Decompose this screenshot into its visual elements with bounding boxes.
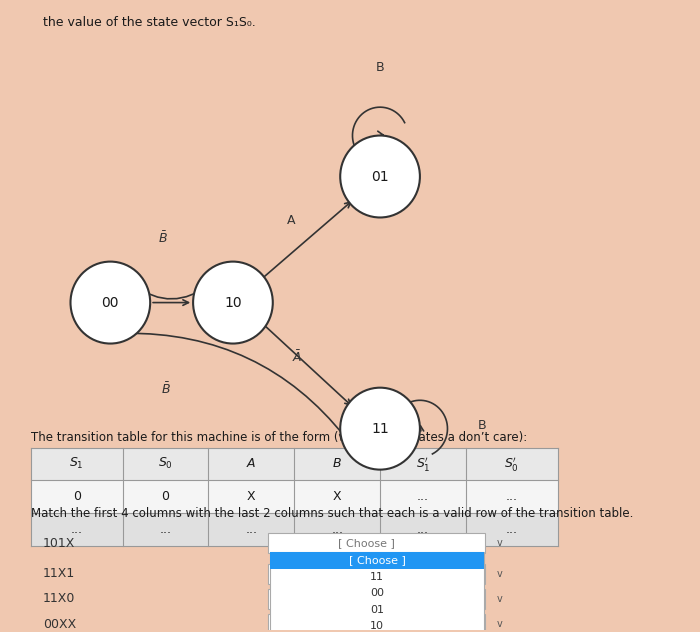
Text: 0: 0 bbox=[162, 490, 169, 503]
Text: v: v bbox=[497, 594, 503, 604]
Text: ...: ... bbox=[417, 490, 429, 503]
Text: [ Choose ]: [ Choose ] bbox=[349, 556, 405, 566]
Text: 10: 10 bbox=[370, 621, 384, 631]
Text: 11X0: 11X0 bbox=[43, 592, 76, 605]
Text: 10: 10 bbox=[224, 296, 241, 310]
Text: v: v bbox=[497, 569, 503, 579]
Text: the value of the state vector S₁S₀.: the value of the state vector S₁S₀. bbox=[43, 16, 255, 29]
Circle shape bbox=[340, 135, 420, 217]
Text: ...: ... bbox=[506, 490, 518, 503]
Text: v: v bbox=[497, 538, 503, 549]
FancyBboxPatch shape bbox=[31, 480, 558, 513]
Text: The transition table for this machine is of the form (where X indicates a don’t : The transition table for this machine is… bbox=[31, 432, 527, 444]
Text: 11: 11 bbox=[370, 572, 384, 582]
Text: 00: 00 bbox=[370, 588, 384, 598]
FancyBboxPatch shape bbox=[269, 614, 486, 632]
Text: [ Choose ]: [ Choose ] bbox=[338, 538, 395, 549]
Text: 00: 00 bbox=[102, 296, 119, 310]
Text: ...: ... bbox=[506, 523, 518, 536]
Text: [ Choose ]: [ Choose ] bbox=[338, 619, 395, 629]
FancyBboxPatch shape bbox=[270, 552, 484, 632]
Text: B: B bbox=[478, 418, 486, 432]
FancyBboxPatch shape bbox=[31, 447, 558, 480]
Text: $S_0$: $S_0$ bbox=[158, 456, 173, 471]
Text: ...: ... bbox=[417, 523, 429, 536]
Text: [ Choose ]: [ Choose ] bbox=[338, 569, 395, 579]
Text: 11X1: 11X1 bbox=[43, 567, 75, 580]
Text: $A$: $A$ bbox=[246, 458, 256, 470]
FancyBboxPatch shape bbox=[269, 589, 486, 609]
FancyBboxPatch shape bbox=[269, 533, 486, 554]
Circle shape bbox=[71, 262, 150, 344]
Text: X: X bbox=[247, 490, 256, 503]
Text: $S_0'$: $S_0'$ bbox=[505, 455, 519, 473]
Text: 01: 01 bbox=[371, 169, 389, 183]
Text: v: v bbox=[497, 619, 503, 629]
Text: 0: 0 bbox=[73, 490, 80, 503]
Circle shape bbox=[340, 387, 420, 470]
Text: B: B bbox=[376, 61, 384, 73]
Text: $S_1$: $S_1$ bbox=[69, 456, 84, 471]
Text: [ Choose ]: [ Choose ] bbox=[338, 594, 395, 604]
Text: ...: ... bbox=[245, 523, 258, 536]
Text: $S_1'$: $S_1'$ bbox=[416, 455, 430, 473]
Text: 00XX: 00XX bbox=[43, 617, 76, 631]
Text: $\bar{B}$: $\bar{B}$ bbox=[158, 230, 167, 246]
Text: $\bar{B}$: $\bar{B}$ bbox=[160, 382, 170, 397]
Text: 101X: 101X bbox=[43, 537, 76, 550]
FancyBboxPatch shape bbox=[31, 513, 558, 546]
Circle shape bbox=[193, 262, 273, 344]
Text: 01: 01 bbox=[370, 605, 384, 614]
FancyBboxPatch shape bbox=[269, 564, 486, 584]
Text: ...: ... bbox=[71, 523, 83, 536]
Text: ...: ... bbox=[160, 523, 172, 536]
Text: 11: 11 bbox=[371, 422, 389, 435]
Text: ...: ... bbox=[331, 523, 343, 536]
Text: $\bar{A}$: $\bar{A}$ bbox=[292, 350, 302, 365]
FancyBboxPatch shape bbox=[270, 552, 484, 569]
Text: A: A bbox=[287, 214, 295, 227]
Text: X: X bbox=[332, 490, 342, 503]
Text: $B$: $B$ bbox=[332, 458, 342, 470]
Text: Match the first 4 columns with the last 2 columns such that each is a valid row : Match the first 4 columns with the last … bbox=[31, 507, 633, 520]
